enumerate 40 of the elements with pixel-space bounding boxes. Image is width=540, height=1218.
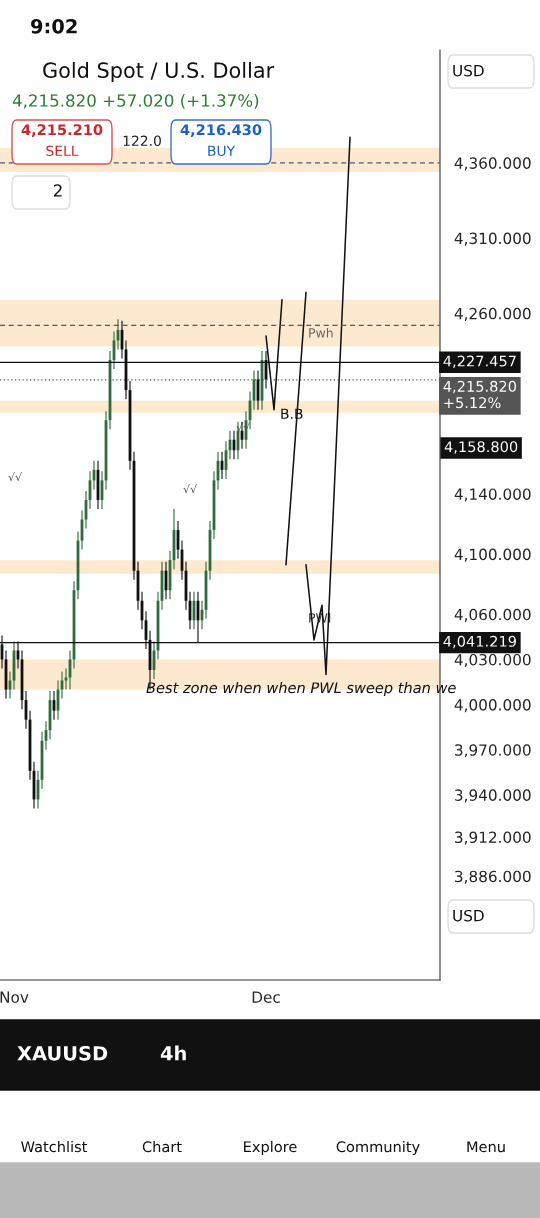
y-tick-label: 4,030.000: [454, 653, 531, 668]
ref-line-label: 4,041.219: [443, 635, 516, 649]
x-tick-label: Nov: [0, 991, 29, 1003]
y-tick-label: 4,140.000: [454, 488, 531, 502]
annotation: √√: [183, 484, 198, 494]
annotation: BUY: [208, 145, 236, 157]
annotation: 122.0: [123, 135, 161, 147]
text: 4,215.820 +57.020 (+1.37%): [12, 93, 259, 109]
y-tick-label: 4,060.000: [454, 608, 531, 622]
y-tick-label: 3,970.000: [455, 744, 531, 758]
annotation: 4,216.430: [180, 124, 262, 138]
text: Community: [336, 1140, 420, 1156]
ref-line-label: 4,227.457: [443, 355, 516, 369]
annotation: SELL: [46, 145, 79, 157]
text: USD: [453, 909, 484, 922]
y-tick-label: 4,260.000: [454, 307, 531, 321]
annotation: Pwh: [309, 327, 333, 338]
text: Menu: [467, 1141, 505, 1153]
y-tick-label: 4,360.000: [454, 157, 531, 171]
y-tick-label: 4,100.000: [454, 548, 531, 562]
y-tick-label: 4,310.000: [454, 232, 531, 246]
y-tick-label: 3,912.000: [455, 831, 531, 845]
y-tick-label: 4,000.000: [454, 699, 531, 713]
text: Watchlist: [21, 1140, 88, 1153]
text: Gold Spot / U.S. Dollar: [43, 61, 275, 83]
x-tick-label: Dec: [252, 991, 280, 1003]
annotation: 2: [53, 184, 62, 197]
text: 9:02: [31, 18, 77, 34]
ref-line-label: 4,215.820 +5.12%: [443, 380, 517, 409]
y-tick-label: 3,940.000: [455, 789, 531, 803]
annotation: √√: [8, 472, 23, 482]
y-tick-label: 3,886.000: [455, 870, 531, 884]
text: 4,158.800: [444, 441, 518, 454]
text: Chart: [142, 1140, 182, 1153]
annotation: 4,215.210: [21, 124, 103, 138]
text: USD: [453, 64, 484, 77]
annotation: Best zone when when PWL sweep than we: [146, 681, 456, 697]
text: XAUUSD: [17, 1045, 108, 1061]
text: Explore: [244, 1140, 297, 1156]
text: 4h: [160, 1045, 186, 1061]
